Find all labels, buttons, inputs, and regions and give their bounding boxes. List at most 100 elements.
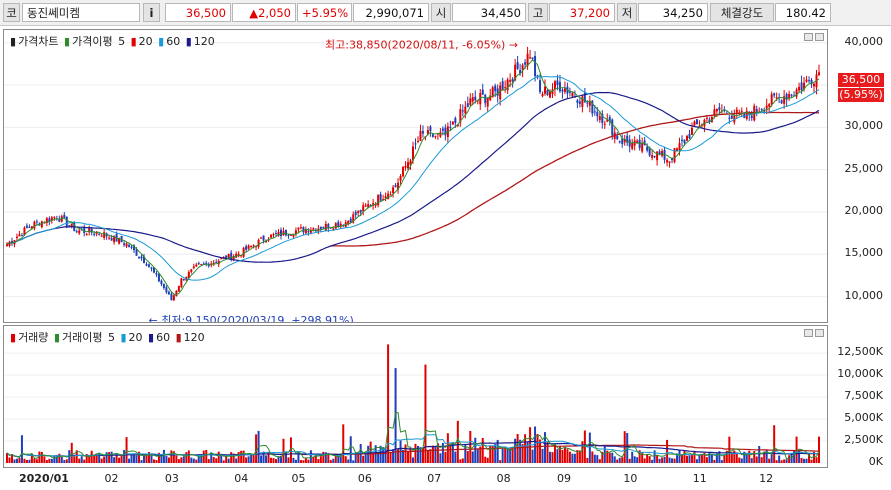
volume-bar (586, 457, 589, 463)
candle-body (521, 64, 524, 70)
volume-bar (606, 450, 609, 463)
volume-chart-pane[interactable]: ▮ 거래량 ▮ 거래이평 5 ▮ 20 ▮ 60 ▮ 120 (3, 325, 828, 468)
candle-body (773, 93, 776, 96)
x-tick-label: 08 (496, 472, 511, 485)
candle-body (394, 185, 397, 188)
price-y-tick: 20,000 (844, 203, 884, 217)
volume-bar (108, 452, 111, 463)
candle-body (304, 229, 307, 234)
volume-y-tick: 2,500K (844, 433, 883, 447)
candle-body (357, 210, 360, 214)
price-ma60-label: 60 (166, 35, 181, 48)
price-ma20-label: 20 (138, 35, 153, 48)
volume-bar (317, 459, 320, 463)
volume-bar (387, 344, 390, 463)
candle-body (653, 155, 656, 158)
x-tick-label: 11 (692, 472, 707, 485)
volume-bar (661, 457, 664, 463)
volume-bar (8, 457, 11, 463)
candle-body (481, 89, 484, 95)
candle-body (484, 94, 487, 104)
high-value: 37,200 (549, 3, 615, 22)
stock-name-field[interactable]: 동진쎄미켐 (22, 3, 140, 22)
volume-bar (783, 459, 786, 463)
volume-bar (489, 445, 492, 463)
volume-chart-canvas[interactable] (4, 326, 827, 467)
candle-body (683, 139, 686, 143)
candle-body (416, 140, 419, 142)
candle-body (25, 225, 28, 228)
volume-bar (608, 452, 611, 463)
open-value: 34,450 (452, 3, 526, 22)
volume-bar (88, 456, 91, 463)
candle-body (165, 287, 168, 293)
volume-bar (516, 434, 519, 463)
volume-bar (172, 451, 175, 463)
candle-body (58, 219, 61, 222)
volume-bar (344, 456, 347, 463)
info-button[interactable]: i (143, 3, 160, 22)
ma60-line (6, 91, 820, 263)
volume-bar (309, 450, 312, 463)
high-label: 고 (528, 3, 548, 22)
volume-ma20-line (6, 434, 820, 458)
volume-bar (698, 454, 701, 463)
volume-bar (531, 449, 534, 463)
volume-bar (725, 450, 728, 463)
candle-body (553, 81, 556, 90)
volume-bar (818, 436, 820, 463)
volume-bar (753, 451, 756, 463)
volume-bar (534, 426, 537, 463)
volume-bar (454, 451, 457, 463)
candle-body (118, 238, 121, 244)
volume-bar (720, 460, 723, 463)
candle-body (426, 130, 429, 135)
volume-bar (710, 454, 713, 463)
volume-bar (60, 456, 63, 463)
candle-body (162, 284, 165, 288)
candle-body (810, 79, 813, 85)
candle-body (454, 118, 457, 124)
stock-toolbar: 코 동진쎄미켐 i 36,500 ▲2,050 +5.95% 2,990,071… (0, 0, 891, 26)
volume-bar (267, 451, 270, 463)
candle-body (367, 204, 370, 208)
volume-bar (501, 448, 504, 463)
volume-bar (603, 446, 606, 463)
volume-bar (765, 449, 768, 463)
candle-body (6, 244, 8, 247)
market-selector[interactable]: 코 (3, 3, 20, 22)
volume-bar (177, 459, 180, 463)
price-chart-pane[interactable]: ▮ 가격차트 ▮ 가격이평 5 ▮ 20 ▮ 60 ▮ 120 최고:38,850(202… (3, 29, 828, 327)
volume-bar (404, 444, 407, 463)
volume-bar (541, 448, 544, 463)
volume-bar (110, 451, 113, 463)
price-y-tick: 30,000 (844, 119, 884, 133)
volume-bar (289, 437, 292, 463)
minimize-volume-pane-button[interactable] (804, 329, 813, 337)
low-value: 34,250 (638, 3, 708, 22)
candle-body (571, 92, 574, 97)
candle-body (461, 110, 464, 112)
volume-y-tick: 5,000K (844, 411, 883, 425)
volume-bar (775, 460, 778, 463)
minimize-pane-button[interactable] (804, 33, 813, 41)
candle-body (466, 103, 469, 107)
candle-body (297, 227, 300, 230)
candle-body (147, 264, 150, 267)
close-pane-button[interactable] (815, 33, 824, 41)
candle-body (491, 87, 494, 98)
x-tick-label: 10 (623, 472, 638, 485)
price-y-tick: 10,000 (844, 288, 884, 302)
price-chart-canvas[interactable]: 최고:38,850(2020/08/11, -6.05%) → ← 최저:9,15… (4, 30, 827, 327)
close-volume-pane-button[interactable] (815, 329, 824, 337)
volume-bar (412, 457, 414, 463)
candle-body (501, 81, 504, 91)
candle-body (28, 227, 31, 229)
volume-bar (40, 451, 43, 463)
volume-bar (322, 451, 325, 463)
candle-body (299, 227, 302, 229)
price-ma5-label: 5 (118, 35, 126, 48)
candle-body (591, 100, 594, 114)
volume-ma60-label: 60 (156, 331, 171, 344)
candle-body (332, 228, 335, 230)
